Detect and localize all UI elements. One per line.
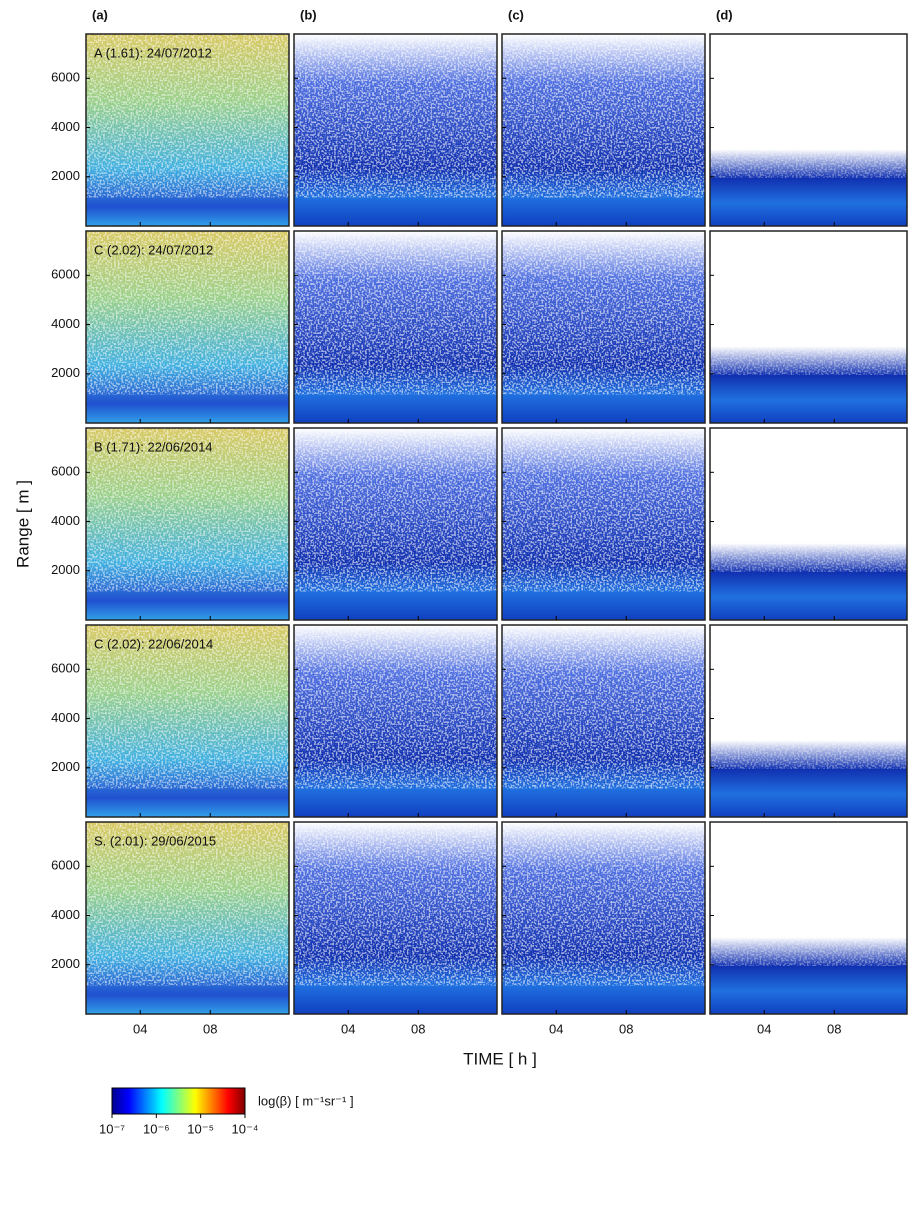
colorbar-tick-label: 10⁻⁵ [187,1121,214,1136]
x-tick-label: 04 [549,1021,563,1036]
x-tick-label: 08 [203,1021,217,1036]
panel-frame [709,427,908,621]
speckle [294,822,497,986]
row-label: C (2.02): 22/06/2014 [94,636,213,651]
y-tick-label: 4000 [51,907,80,922]
panel-frame [501,427,706,621]
panel-frame [293,821,498,1015]
y-tick-label: 6000 [51,70,80,85]
speckle [294,231,497,395]
x-axis-label: TIME [ h ] [463,1049,537,1068]
speckle [710,231,907,375]
column-label: (c) [508,7,524,22]
row-label: A (1.61): 24/07/2012 [94,45,212,60]
colorbar-tick-label: 10⁻⁴ [232,1121,259,1136]
panel-frame [293,624,498,818]
panel-frame [293,427,498,621]
panel-frame [501,33,706,227]
y-tick-label: 4000 [51,119,80,134]
row-label: S. (2.01): 29/06/2015 [94,833,216,848]
y-tick-label: 4000 [51,316,80,331]
row-label: B (1.71): 22/06/2014 [94,439,213,454]
row-label: C (2.02): 24/07/2012 [94,242,213,257]
colorbar [111,1087,246,1115]
speckle [86,822,289,986]
y-tick-label: 6000 [51,858,80,873]
y-axis-label: Range [ m ] [13,480,32,568]
panel-frame [501,821,706,1015]
panel-frame [709,624,908,818]
y-tick-label: 2000 [51,759,80,774]
panel-frame [85,427,290,621]
panel-frame [709,821,908,1015]
colorbar-label: log(β) [ m⁻¹sr⁻¹ ] [258,1093,354,1108]
panel-frame [293,33,498,227]
y-tick-label: 4000 [51,513,80,528]
y-tick-label: 6000 [51,267,80,282]
y-tick-label: 6000 [51,464,80,479]
x-tick-label: 04 [757,1021,771,1036]
panel-frame [85,230,290,424]
speckle [710,34,907,178]
speckle [294,625,497,789]
panel-frame [293,230,498,424]
panel-frame [85,33,290,227]
colorbar-tick-label: 10⁻⁷ [99,1121,125,1136]
x-tick-label: 08 [411,1021,425,1036]
x-tick-label: 08 [827,1021,841,1036]
colorbar-tick-label: 10⁻⁶ [143,1121,170,1136]
speckle [710,822,907,966]
speckle [294,34,497,198]
column-label: (a) [92,7,108,22]
speckle [86,428,289,592]
column-label: (d) [716,7,733,22]
y-tick-label: 4000 [51,710,80,725]
panel-frame [85,821,290,1015]
y-tick-label: 2000 [51,365,80,380]
speckle [86,231,289,395]
speckle [502,428,705,592]
x-tick-label: 04 [341,1021,355,1036]
speckle [502,231,705,395]
speckle [502,625,705,789]
speckle [710,428,907,572]
x-tick-label: 04 [133,1021,147,1036]
y-tick-label: 2000 [51,168,80,183]
speckle [502,34,705,198]
y-tick-label: 2000 [51,562,80,577]
column-label: (b) [300,7,317,22]
speckle [86,34,289,198]
speckle [86,625,289,789]
speckle [294,428,497,592]
speckle [502,822,705,986]
speckle [710,625,907,769]
y-tick-label: 6000 [51,661,80,676]
x-tick-label: 08 [619,1021,633,1036]
y-tick-label: 2000 [51,956,80,971]
panel-frame [501,624,706,818]
panel-frame [85,624,290,818]
panel-frame [709,230,908,424]
panel-frame [709,33,908,227]
panel-frame [501,230,706,424]
